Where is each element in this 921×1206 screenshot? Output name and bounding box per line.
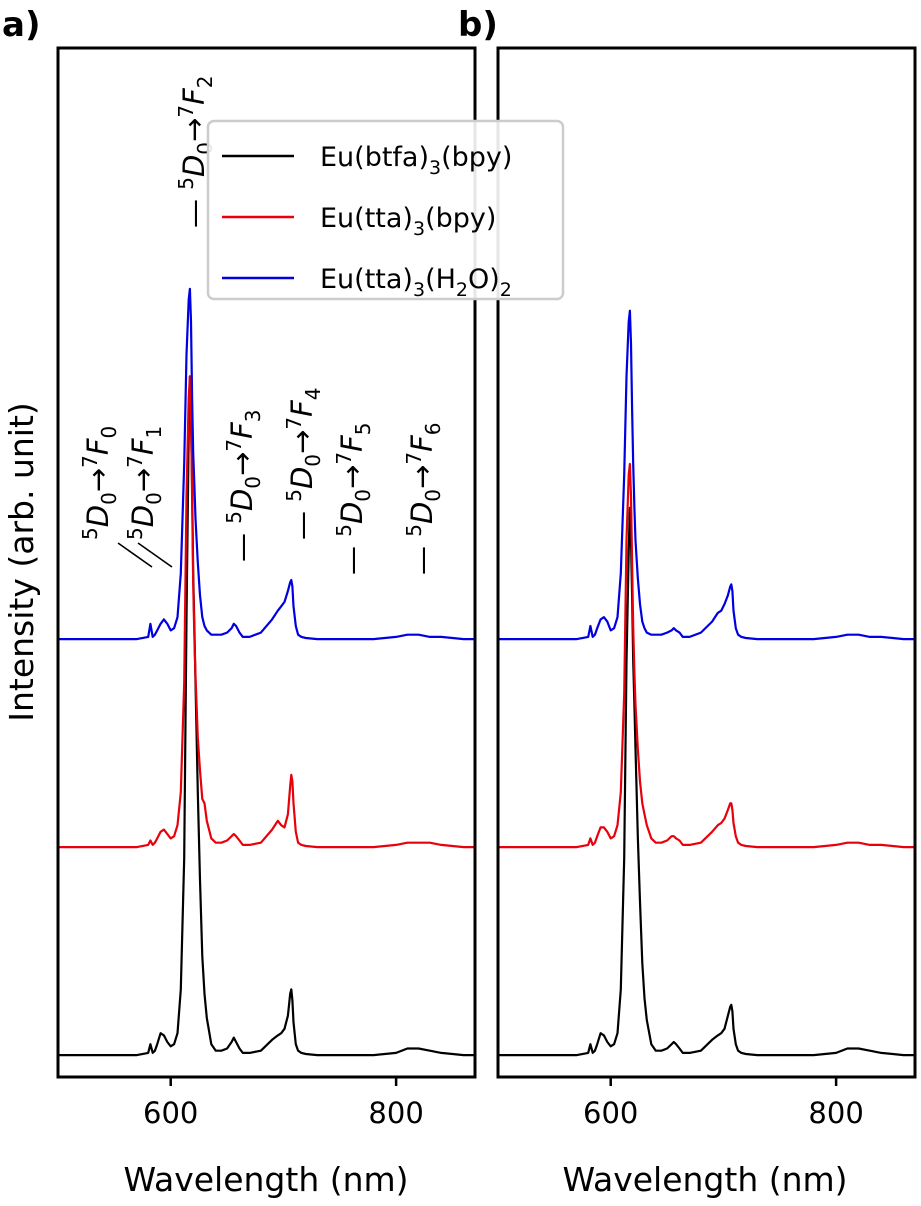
transition-label-F5: — 5D0→7F5 (332, 423, 375, 576)
series-line-b-2 (498, 462, 915, 849)
x-tick-label-a-600: 600 (143, 1096, 198, 1130)
y-axis-label: Intensity (arb. unit) (2, 402, 41, 722)
legend-label-1: Eu(btfa)3(bpy) (320, 142, 512, 179)
panel-b-label: b) (458, 5, 498, 45)
transition-label-F6: — 5D0→7F6 (402, 423, 445, 576)
legend-box (206, 119, 565, 301)
legend-label-2: Eu(tta)3(bpy) (320, 203, 496, 240)
transition-label-F2: — 5D0→7F2 (174, 76, 217, 229)
panel-a-plot: 600 800 (56, 46, 477, 1130)
transition-label-F3: — 5D0→7F3 (222, 410, 265, 563)
transition-label-F4: — 5D0→7F4 (282, 388, 325, 541)
series-line-a-1 (58, 375, 475, 1057)
series-line-b-3 (498, 309, 915, 641)
transition-leader-1 (137, 542, 173, 568)
plot-frame-a (56, 46, 477, 1079)
legend-label-3: Eu(tta)3(H2O)2 (320, 264, 512, 301)
plot-frame-b (496, 46, 917, 1079)
panel-b-plot: 600 800 (496, 46, 917, 1130)
transition-label-F0: 5D0→7F0 (78, 426, 121, 540)
x-tick-label-b-800: 800 (808, 1096, 863, 1130)
transition-label-F1: 5D0→7F1 (123, 426, 166, 540)
x-tick-label-b-600: 600 (583, 1096, 638, 1130)
x-tick-label-a-800: 800 (368, 1096, 423, 1130)
series-line-a-2 (58, 375, 475, 849)
series-line-b-1 (498, 506, 915, 1057)
x-axis-label-a: Wavelength (nm) (123, 1160, 408, 1199)
legend: Eu(btfa)3(bpy) Eu(tta)3(bpy) Eu(tta)3(H2O)… (206, 119, 565, 301)
panel-a-label: a) (2, 5, 40, 45)
series-line-a-3 (58, 287, 475, 641)
x-axis-label-b: Wavelength (nm) (562, 1160, 847, 1199)
transition-leader-0 (117, 542, 153, 568)
